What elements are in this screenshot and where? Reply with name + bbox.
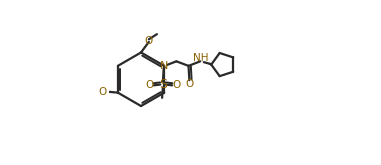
Text: O: O: [145, 36, 153, 46]
Text: N: N: [160, 61, 168, 71]
Text: O: O: [172, 80, 181, 90]
Text: O: O: [185, 79, 194, 89]
Text: NH: NH: [193, 53, 208, 63]
Text: S: S: [159, 78, 167, 91]
Text: O: O: [99, 87, 107, 97]
Text: O: O: [145, 80, 154, 90]
